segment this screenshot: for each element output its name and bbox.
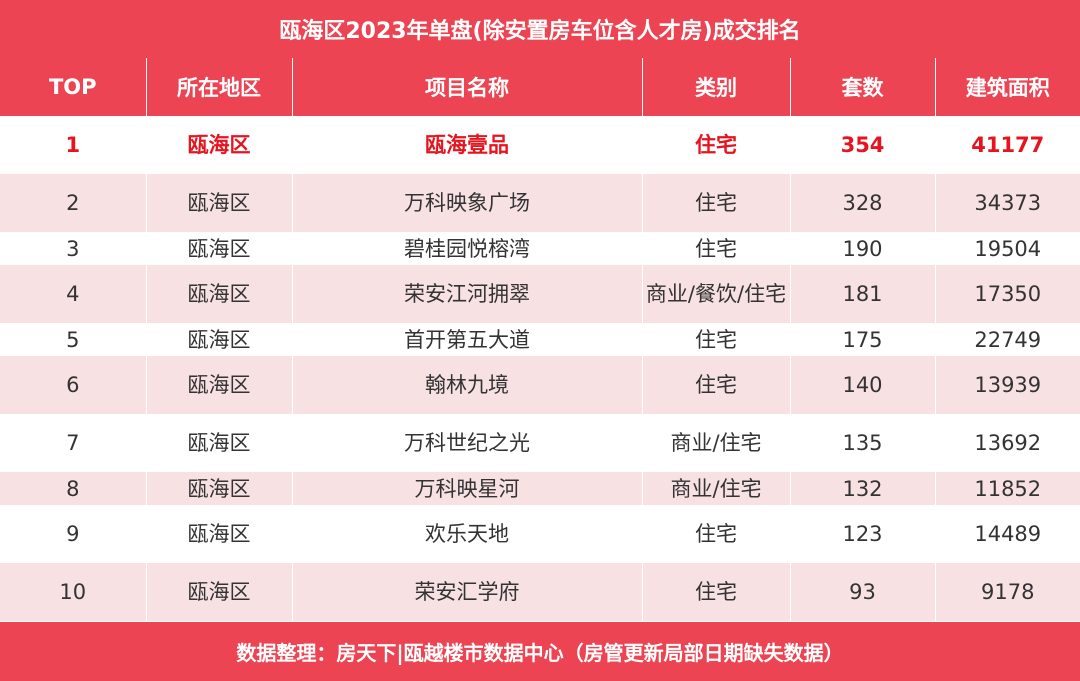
units-cell: 93 [789,563,935,621]
category-cell: 商业/住宅 [641,472,790,505]
rank-cell: 3 [0,232,146,265]
project-cell: 欢乐天地 [291,505,642,563]
table-title: 瓯海区2023年单盘(除安置房车位含人才房)成交排名 [0,0,1080,58]
header-units: 套数 [789,58,935,116]
ranking-table: TOP 所在地区 项目名称 类别 套数 建筑面积 1 瓯海区 瓯海壹品 住宅 354 41… [0,58,1080,621]
category-cell: 住宅 [641,356,790,414]
district-cell: 瓯海区 [145,414,292,472]
project-cell: 万科世纪之光 [291,414,642,472]
header-category: 类别 [641,58,790,116]
area-cell: 11852 [934,472,1080,505]
district-cell: 瓯海区 [145,232,292,265]
rank-cell: 6 [0,356,146,414]
district-cell: 瓯海区 [145,323,292,356]
table-row: 2 瓯海区 万科映象广场 住宅 328 34373 [0,174,1080,232]
table-row: 9 瓯海区 欢乐天地 住宅 123 14489 [0,505,1080,563]
table-row: 3 瓯海区 碧桂园悦榕湾 住宅 190 19504 [0,232,1080,265]
category-cell: 住宅 [641,232,790,265]
table-row: 4 瓯海区 荣安江河拥翠 商业/餐饮/住宅 181 17350 [0,265,1080,323]
project-cell: 翰林九境 [291,356,642,414]
category-cell: 住宅 [641,174,790,232]
project-cell: 首开第五大道 [291,323,642,356]
district-cell: 瓯海区 [145,505,292,563]
units-cell: 135 [789,414,935,472]
area-cell: 17350 [934,265,1080,323]
table-row: 1 瓯海区 瓯海壹品 住宅 354 41177 [0,116,1080,174]
category-cell: 商业/住宅 [641,414,790,472]
district-cell: 瓯海区 [145,356,292,414]
district-cell: 瓯海区 [145,116,292,174]
rank-cell: 8 [0,472,146,505]
category-cell: 住宅 [641,505,790,563]
rank-cell: 5 [0,323,146,356]
category-cell: 住宅 [641,116,790,174]
units-cell: 328 [789,174,935,232]
area-cell: 13939 [934,356,1080,414]
district-cell: 瓯海区 [145,563,292,621]
area-cell: 9178 [934,563,1080,621]
project-cell: 荣安汇学府 [291,563,642,621]
rank-cell: 4 [0,265,146,323]
header-top: TOP [0,58,146,116]
header-district: 所在地区 [145,58,292,116]
units-cell: 354 [789,116,935,174]
table-row: 7 瓯海区 万科世纪之光 商业/住宅 135 13692 [0,414,1080,472]
rank-cell: 2 [0,174,146,232]
table-row: 10 瓯海区 荣安汇学府 住宅 93 9178 [0,563,1080,621]
table-row: 6 瓯海区 翰林九境 住宅 140 13939 [0,356,1080,414]
units-cell: 140 [789,356,935,414]
table-body: 1 瓯海区 瓯海壹品 住宅 354 41177 2 瓯海区 万科映象广场 住宅 328 34373 3 瓯… [0,116,1080,621]
units-cell: 190 [789,232,935,265]
units-cell: 132 [789,472,935,505]
area-cell: 22749 [934,323,1080,356]
rank-cell: 9 [0,505,146,563]
project-cell: 瓯海壹品 [291,116,642,174]
category-cell: 住宅 [641,563,790,621]
rank-cell: 7 [0,414,146,472]
project-cell: 碧桂园悦榕湾 [291,232,642,265]
header-row: TOP 所在地区 项目名称 类别 套数 建筑面积 [0,58,1080,116]
source-note: 数据整理：房天下|瓯越楼市数据中心（房管更新局部日期缺失数据） [0,622,1080,681]
header-project: 项目名称 [291,58,642,116]
category-cell: 住宅 [641,323,790,356]
header-area: 建筑面积 [934,58,1080,116]
district-cell: 瓯海区 [145,472,292,505]
project-cell: 万科映星河 [291,472,642,505]
area-cell: 13692 [934,414,1080,472]
rank-cell: 1 [0,116,146,174]
district-cell: 瓯海区 [145,265,292,323]
rank-cell: 10 [0,563,146,621]
units-cell: 175 [789,323,935,356]
area-cell: 34373 [934,174,1080,232]
area-cell: 41177 [934,116,1080,174]
units-cell: 123 [789,505,935,563]
table-row: 8 瓯海区 万科映星河 商业/住宅 132 11852 [0,472,1080,505]
project-cell: 荣安江河拥翠 [291,265,642,323]
project-cell: 万科映象广场 [291,174,642,232]
table-row: 5 瓯海区 首开第五大道 住宅 175 22749 [0,323,1080,356]
units-cell: 181 [789,265,935,323]
area-cell: 14489 [934,505,1080,563]
district-cell: 瓯海区 [145,174,292,232]
category-cell: 商业/餐饮/住宅 [641,265,790,323]
area-cell: 19504 [934,232,1080,265]
